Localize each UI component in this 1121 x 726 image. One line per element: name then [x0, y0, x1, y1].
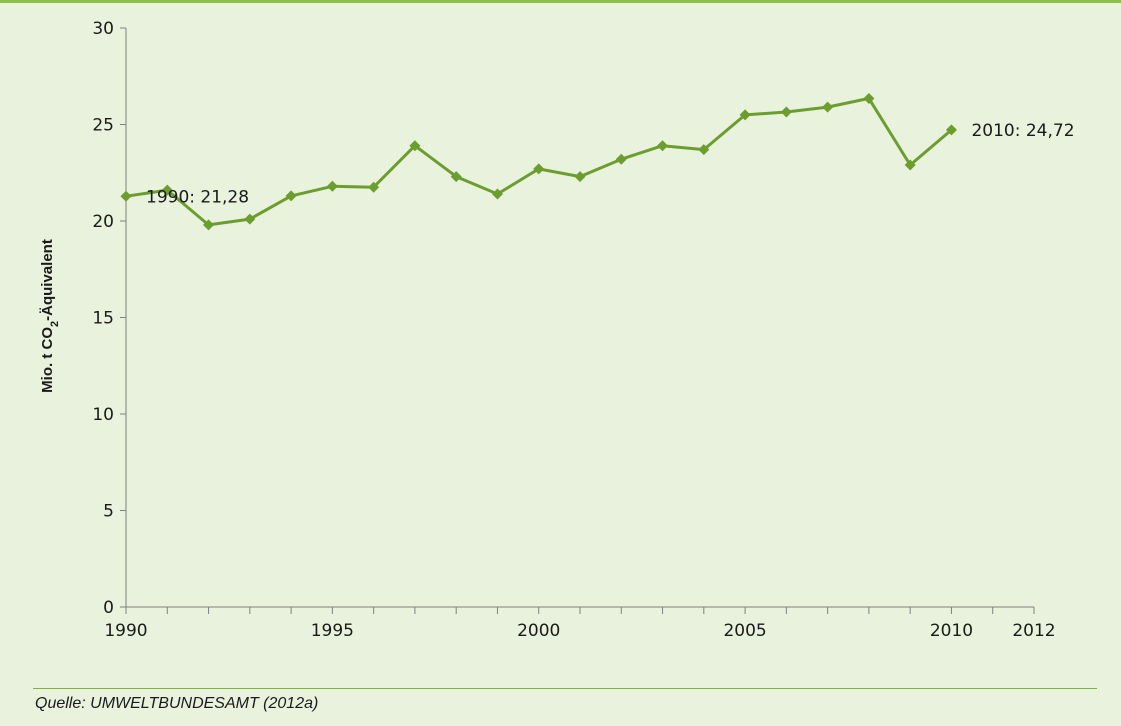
y-tick-label: 15: [92, 309, 114, 329]
source-rule: [33, 688, 1097, 689]
data-point: [698, 144, 710, 156]
data-point: [574, 171, 586, 183]
data-point: [945, 124, 957, 136]
data-label: 1990: 21,28: [146, 187, 249, 207]
y-tick-label: 0: [103, 598, 114, 618]
data-point: [780, 106, 792, 118]
x-tick-label: 1995: [311, 621, 354, 641]
series-line: [125, 96, 953, 227]
annotations: 1990: 21,28 2010: 24,72: [146, 121, 1075, 207]
data-point: [822, 101, 834, 113]
y-tick-label: 5: [103, 502, 114, 522]
data-point: [368, 181, 380, 193]
data-point: [285, 190, 297, 202]
data-point: [244, 213, 256, 225]
data-point: [533, 163, 545, 175]
y-tick-label: 20: [92, 212, 114, 232]
x-tick-label: 2010: [930, 621, 973, 641]
axes: [120, 27, 1035, 614]
y-axis-label-main: Mio. t CO: [39, 327, 56, 393]
tick-labels: 0 5 10 15 20 25 30 1990 1995 2000 2005 2010 2012: [92, 19, 1055, 641]
x-tick-label: 1990: [104, 621, 147, 641]
y-axis-label: Mio. t CO2-Äquivalent: [39, 239, 61, 393]
data-point: [161, 184, 173, 196]
y-tick-label: 30: [92, 19, 114, 39]
data-point: [739, 109, 751, 121]
y-tick-label: 25: [92, 116, 114, 136]
data-label: 2010: 24,72: [971, 121, 1074, 141]
top-rule: [0, 0, 1121, 3]
markers: [120, 92, 957, 231]
emissions-line-chart: 0 5 10 15 20 25 30 1990 1995 2000 2005 2010 2012 199…: [39, 19, 1075, 641]
data-point: [491, 188, 503, 200]
data-point: [657, 140, 669, 152]
y-tick-label: 10: [92, 405, 114, 425]
data-point: [615, 153, 627, 165]
data-point: [450, 171, 462, 183]
data-point: [120, 190, 132, 202]
y-axis-label-tail: -Äquivalent: [39, 239, 56, 321]
data-point: [863, 92, 875, 104]
x-tick-label: 2005: [723, 621, 766, 641]
data-point: [904, 159, 916, 171]
data-point: [326, 180, 338, 192]
source-note: Quelle: UMWELTBUNDESAMT (2012a): [35, 695, 319, 712]
x-tick-label: 2000: [517, 621, 560, 641]
x-tick-label: 2012: [1012, 621, 1055, 641]
y-axis-label-subscript: 2: [49, 321, 61, 327]
data-point: [409, 140, 421, 152]
data-point: [203, 219, 215, 231]
